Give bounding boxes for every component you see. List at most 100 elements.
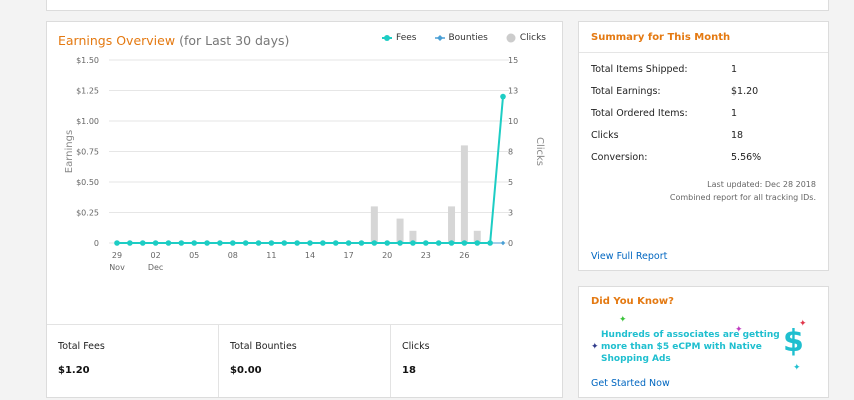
y-tick-label: $0.50: [76, 178, 99, 187]
stat-row-conversion: Conversion: 5.56%: [579, 146, 828, 168]
stat-label: Total Ordered Items:: [591, 107, 688, 119]
stat-label: Total Items Shipped:: [591, 63, 688, 75]
fees-point: [268, 240, 275, 246]
did-you-know-card: Did You Know? ✦ ✦ ✦ ✦ ✦ Hundreds of asso…: [578, 286, 829, 398]
did-you-know-text: Hundreds of associates are getting more …: [601, 330, 780, 364]
x-tick-label: 17: [344, 251, 354, 260]
earnings-chart: $1.50 15 $1.25 13 $1.00 10 $0.75 8 $0.50 5 $0.25 3 0…: [64, 56, 545, 272]
summary-stats: Total Items Shipped: 1 Total Earnings: $…: [579, 53, 828, 168]
fees-point: [178, 240, 185, 246]
total-clicks-value: 18: [402, 365, 416, 376]
fees-point: [410, 240, 416, 246]
teal-sparkle-icon: ✦: [793, 363, 801, 373]
view-full-report-link[interactable]: View Full Report: [591, 251, 668, 262]
x-tick-label: 20: [382, 251, 392, 260]
fees-series-line: [117, 96, 504, 244]
total-bounties-value: $0.00: [230, 365, 262, 376]
stat-label: Conversion:: [591, 151, 648, 163]
fees-point: [191, 240, 197, 246]
navy-sparkle-icon: ✦: [591, 342, 599, 352]
y2-tick-label: 13: [508, 87, 518, 96]
stat-value: 1: [731, 63, 738, 75]
legend-label-bounties: Bounties: [448, 33, 488, 43]
y-tick-label: $1.00: [76, 117, 99, 126]
stat-row-ordered-items: Total Ordered Items: 1: [579, 102, 828, 124]
legend-item-fees[interactable]: Fees: [382, 33, 417, 43]
purple-sparkle-icon: ✦: [735, 325, 743, 335]
stat-row-total-earnings: Total Earnings: $1.20: [579, 80, 828, 102]
did-you-know-title: Did You Know?: [591, 296, 674, 307]
chart-title-subtitle: (for Last 30 days): [179, 33, 290, 48]
fees-point: [487, 240, 493, 246]
fees-point: [474, 240, 481, 246]
get-started-now-link[interactable]: Get Started Now: [591, 378, 670, 389]
combined-report-note: Combined report for all tracking IDs.: [669, 193, 816, 202]
fees-point: [242, 240, 249, 246]
fees-point: [423, 240, 429, 246]
clicks-bar: [370, 206, 378, 243]
y2-tick-label: 3: [508, 209, 513, 218]
fees-point: [281, 240, 288, 246]
stat-value: 5.56%: [731, 151, 762, 163]
legend-item-bounties[interactable]: Bounties: [434, 33, 488, 43]
y-tick-label: $0.75: [76, 148, 99, 157]
clicks-circle-icon: [506, 33, 516, 43]
clicks-bar: [448, 206, 456, 243]
total-fees-label: Total Fees: [58, 341, 105, 352]
red-sparkle-icon: ✦: [799, 319, 807, 329]
x-tick-sublabel: Dec: [148, 263, 163, 272]
green-sparkle-icon: ✦: [619, 315, 627, 325]
stat-value: 1: [731, 107, 738, 119]
y2-axis-title: Clicks: [534, 137, 545, 166]
y2-tick-label: 10: [508, 117, 518, 126]
total-bounties-cell: Total Bounties $0.00: [219, 325, 391, 397]
fees-point: [371, 240, 378, 246]
fees-point: [397, 240, 403, 246]
last-updated-text: Last updated: Dec 28 2018: [707, 180, 816, 189]
dollar-icon: $: [783, 324, 804, 359]
total-fees-cell: Total Fees $1.20: [47, 325, 219, 397]
bounties-point: [500, 240, 506, 246]
fees-point: [127, 240, 133, 246]
x-tick-label: 02: [151, 251, 161, 260]
x-tick-label: 14: [305, 251, 315, 260]
bounties-diamond-icon: [434, 35, 445, 41]
fees-point: [384, 240, 391, 246]
y-tick-label: $1.50: [76, 56, 99, 65]
x-tick-label: 11: [266, 251, 276, 260]
fees-point: [358, 240, 365, 246]
fees-point: [435, 240, 442, 246]
total-bounties-label: Total Bounties: [230, 341, 297, 352]
y2-tick-label: 5: [508, 178, 513, 187]
stat-label: Total Earnings:: [591, 85, 661, 97]
summary-footnote: Last updated: Dec 28 2018 Combined repor…: [579, 178, 828, 204]
fees-point: [255, 240, 262, 246]
fees-point: [152, 240, 159, 246]
fees-point: [307, 240, 313, 246]
x-tick-label: 08: [228, 251, 238, 260]
summary-title: Summary for This Month: [579, 22, 828, 53]
chart-legend: Fees Bounties Clicks: [382, 33, 546, 43]
fees-point: [204, 240, 210, 246]
top-panel: [46, 0, 829, 11]
fees-point: [114, 240, 120, 246]
total-clicks-label: Clicks: [402, 341, 430, 352]
fees-point: [500, 93, 506, 100]
fees-point: [448, 240, 455, 246]
fees-point: [345, 240, 352, 246]
fees-point: [294, 240, 300, 246]
summary-card: Summary for This Month Total Items Shipp…: [578, 21, 829, 271]
legend-item-clicks[interactable]: Clicks: [506, 33, 546, 43]
clicks-bar: [460, 145, 468, 243]
stat-row-clicks: Clicks 18: [579, 124, 828, 146]
earnings-overview-card: Earnings Overview (for Last 30 days) Fee…: [46, 21, 563, 398]
clicks-bar: [473, 230, 481, 243]
y2-tick-label: 0: [508, 239, 513, 248]
y2-tick-label: 8: [508, 148, 513, 157]
x-tick-sublabel: Nov: [109, 263, 125, 272]
x-tick-label: 23: [421, 251, 431, 260]
totals-row: Total Fees $1.20 Total Bounties $0.00 Cl…: [47, 324, 562, 397]
stat-row-items-shipped: Total Items Shipped: 1: [579, 58, 828, 80]
total-fees-value: $1.20: [58, 365, 90, 376]
total-clicks-cell: Clicks 18: [391, 325, 562, 397]
